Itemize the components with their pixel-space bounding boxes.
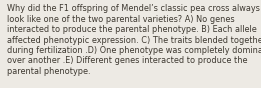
Text: interacted to produce the parental phenotype. B) Each allele: interacted to produce the parental pheno…: [7, 25, 256, 34]
Text: look like one of the two parental varieties? A) No genes: look like one of the two parental variet…: [7, 15, 234, 24]
Text: affected phenotypic expression. C) The traits blended together: affected phenotypic expression. C) The t…: [7, 36, 261, 45]
Text: over another .E) Different genes interacted to produce the: over another .E) Different genes interac…: [7, 56, 247, 65]
Text: during fertilization .D) One phenotype was completely dominant: during fertilization .D) One phenotype w…: [7, 46, 261, 55]
Text: parental phenotype.: parental phenotype.: [7, 67, 90, 76]
Text: Why did the F1 offspring of Mendel’s classic pea cross always: Why did the F1 offspring of Mendel’s cla…: [7, 4, 259, 13]
